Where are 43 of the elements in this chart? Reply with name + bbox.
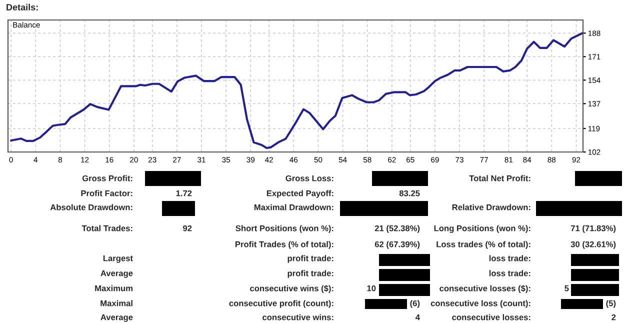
text: loss trade: xyxy=(489,270,530,276)
text: 83.25 xyxy=(399,190,420,196)
text: Expected Payoff: xyxy=(266,190,334,198)
text: profit trade: xyxy=(288,255,334,263)
text: Absolute Drawdown: xyxy=(50,204,132,210)
text: profit trade: xyxy=(288,270,334,278)
text: Maximal Drawdown: xyxy=(254,204,334,210)
text: consecutive losses ($): xyxy=(440,285,530,293)
text: Short Positions (won %): xyxy=(236,225,334,233)
text: consecutive loss (count): xyxy=(430,300,530,308)
text: 71 (71.83%) xyxy=(570,225,616,233)
text: Relative Drawdown: xyxy=(452,204,530,210)
text: Largest xyxy=(103,255,133,263)
text: Long Positions (won %): xyxy=(434,225,530,233)
text: 30 (32.61%) xyxy=(570,241,616,249)
line-series xyxy=(10,32,583,150)
text: Loss trades (% of total): xyxy=(436,241,530,249)
text: Total Net Profit: xyxy=(469,175,530,182)
text: Maximal xyxy=(100,300,132,306)
text: 5 xyxy=(564,285,569,292)
text: Average xyxy=(100,314,133,322)
text: 21 (52.38%) xyxy=(374,225,420,233)
text: Gross Profit: xyxy=(82,175,132,182)
text: 92 xyxy=(183,225,192,232)
text: (5) xyxy=(606,300,616,308)
text: consecutive losses: xyxy=(452,314,530,320)
chart-title: Details: xyxy=(6,4,38,10)
text: Profit Trades (% of total): xyxy=(235,241,334,249)
text: Average xyxy=(100,270,133,278)
text: Profit Factor: xyxy=(81,190,132,196)
text: 1.72 xyxy=(176,190,192,196)
text: consecutive profit (count): xyxy=(229,300,334,308)
text: 2 xyxy=(612,314,616,320)
text: consecutive wins: xyxy=(262,314,334,320)
text: 4 xyxy=(415,314,420,320)
text: (6) xyxy=(410,300,420,308)
text: Total Trades: xyxy=(82,225,132,232)
text: Maximum xyxy=(95,285,132,292)
text: consecutive wins ($): xyxy=(250,285,334,293)
text: 62 (67.39%) xyxy=(374,241,420,249)
text: Gross Loss: xyxy=(286,175,334,182)
text: loss trade: xyxy=(489,255,530,262)
text: 10 xyxy=(367,285,376,292)
